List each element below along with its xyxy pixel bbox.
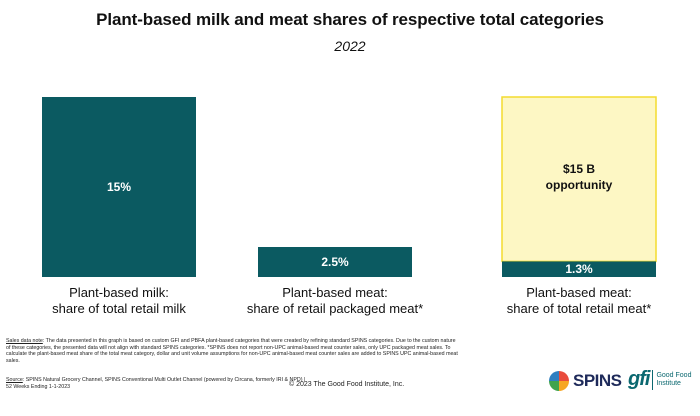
category-label-line: share of total retail meat* bbox=[507, 301, 652, 316]
category-label-line: share of retail packaged meat* bbox=[247, 301, 423, 316]
opportunity-box bbox=[501, 96, 657, 263]
opportunity-label-line: opportunity bbox=[546, 178, 613, 192]
source-text: : SPINS Natural Grocery Channel, SPINS C… bbox=[6, 377, 306, 390]
spins-pinwheel-segment bbox=[549, 381, 559, 391]
sales-data-note: Sales data note: The data presented in t… bbox=[6, 338, 461, 364]
spins-pinwheel-segment bbox=[559, 381, 569, 391]
sales-data-note-text: : The data presented in this graph is ba… bbox=[6, 338, 458, 364]
category-label-line: Plant-based meat: bbox=[526, 285, 632, 300]
gfi-logo-name-line2: Institute bbox=[656, 379, 681, 387]
data-label: 2.5% bbox=[321, 255, 349, 269]
source-note: Source: SPINS Natural Grocery Channel, S… bbox=[6, 377, 306, 390]
data-label: 15% bbox=[107, 180, 131, 194]
spins-pinwheel-segment bbox=[549, 371, 559, 381]
spins-pinwheel-segment bbox=[559, 371, 569, 381]
category-label-line: share of total retail milk bbox=[52, 301, 186, 316]
gfi-logo: gfi Good Food Institute bbox=[628, 368, 691, 391]
spins-logo-text: SPINS bbox=[573, 371, 622, 390]
source-label: Source bbox=[6, 377, 23, 383]
bar bbox=[502, 261, 656, 277]
chart-subtitle: 2022 bbox=[334, 38, 366, 54]
category-label-line: Plant-based milk: bbox=[69, 285, 169, 300]
spins-pinwheel-icon bbox=[549, 371, 569, 391]
gfi-logo-divider bbox=[652, 369, 654, 390]
gfi-logo-name-line1: Good Food bbox=[656, 371, 692, 379]
gfi-logo-mark: gfi bbox=[628, 368, 650, 390]
opportunity-label-line: $15 B bbox=[563, 162, 595, 176]
spins-logo: SPINS bbox=[548, 370, 622, 392]
chart-title: Plant-based milk and meat shares of resp… bbox=[96, 10, 604, 29]
copyright: © 2023 The Good Food Institute, Inc. bbox=[289, 381, 405, 388]
bar bbox=[42, 97, 196, 277]
bar bbox=[258, 247, 412, 277]
gfi-logo-name: Good Food Institute bbox=[656, 372, 691, 388]
data-label: 1.3% bbox=[565, 262, 593, 276]
sales-data-note-label: Sales data note bbox=[6, 338, 43, 344]
category-label-line: Plant-based meat: bbox=[282, 285, 388, 300]
